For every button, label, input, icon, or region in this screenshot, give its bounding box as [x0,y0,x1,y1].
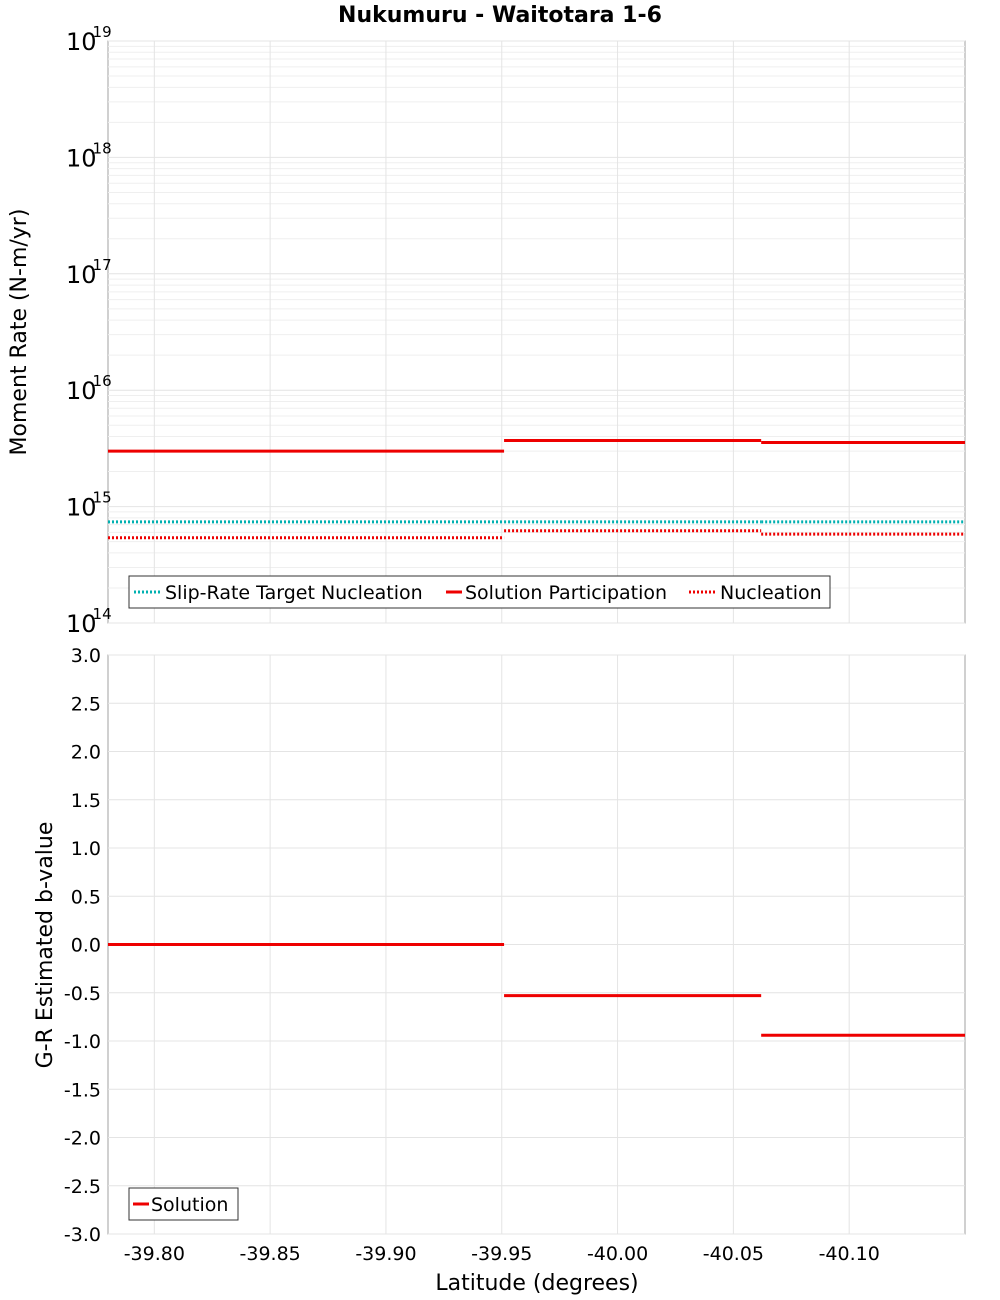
bottom-y-tick-label: 1.5 [71,790,101,812]
legend-label-solution-participation: Solution Participation [465,582,667,604]
legend-label-nucleation: Nucleation [720,582,822,604]
bottom-y-tick-label: -2.5 [64,1176,101,1198]
top-y-tick-label: 1014 [66,605,112,638]
x-tick-label: -40.10 [819,1243,880,1265]
bottom-y-ticks: -3.0 -2.5 -2.0 -1.5 -1.0 -0.5 0.0 0.5 1.0 1.5 2.0 2… [64,645,101,1246]
top-series [108,438,965,540]
bottom-y-tick-label: 2.0 [71,742,101,764]
bottom-y-axis-label: G-R Estimated b-value [33,822,58,1069]
top-grid [108,40,965,624]
top-y-tick-label: 1017 [66,256,112,289]
bottom-y-tick-label: 0.5 [71,886,101,908]
bottom-y-tick-label: -2.0 [64,1128,101,1150]
bottom-x-ticks: -39.80 -39.85 -39.90 -39.95 -40.00 -40.05 -40.… [124,1243,880,1265]
x-tick-label: -39.80 [124,1243,185,1265]
x-tick-label: -39.85 [240,1243,301,1265]
x-tick-label: -40.00 [587,1243,648,1265]
bottom-y-tick-label: -1.0 [64,1031,101,1053]
bottom-y-tick-label: -1.5 [64,1079,101,1101]
top-y-tick-label: 1018 [66,139,112,172]
bottom-y-tick-label: 2.5 [71,693,101,715]
bottom-series [108,943,965,1037]
top-y-tick-label: 1019 [66,23,112,56]
top-y-axis-label: Moment Rate (N-m/yr) [7,209,32,456]
top-y-tick-label: 1015 [66,489,112,522]
bottom-y-tick-label: 3.0 [71,645,101,667]
top-y-ticks: 1014 1015 1016 1017 1018 1019 [66,23,112,638]
top-legend: Slip-Rate Target Nucleation Solution Par… [128,575,831,609]
legend-label-solution: Solution [151,1194,228,1216]
x-tick-label: -40.05 [703,1243,764,1265]
bottom-y-tick-label: 0.0 [71,935,101,957]
x-tick-label: -39.90 [355,1243,416,1265]
top-y-tick-label: 1016 [66,372,112,405]
legend-label-slip-rate: Slip-Rate Target Nucleation [165,582,423,604]
bottom-y-tick-label: -0.5 [64,983,101,1005]
top-plot-area [107,40,966,624]
bottom-legend: Solution [128,1187,239,1221]
chart-title: Nukumuru - Waitotara 1-6 [338,3,662,28]
x-tick-label: -39.95 [471,1243,532,1265]
bottom-y-tick-label: -3.0 [64,1224,101,1246]
bottom-y-tick-label: 1.0 [71,838,101,860]
x-axis-label: Latitude (degrees) [435,1271,638,1296]
